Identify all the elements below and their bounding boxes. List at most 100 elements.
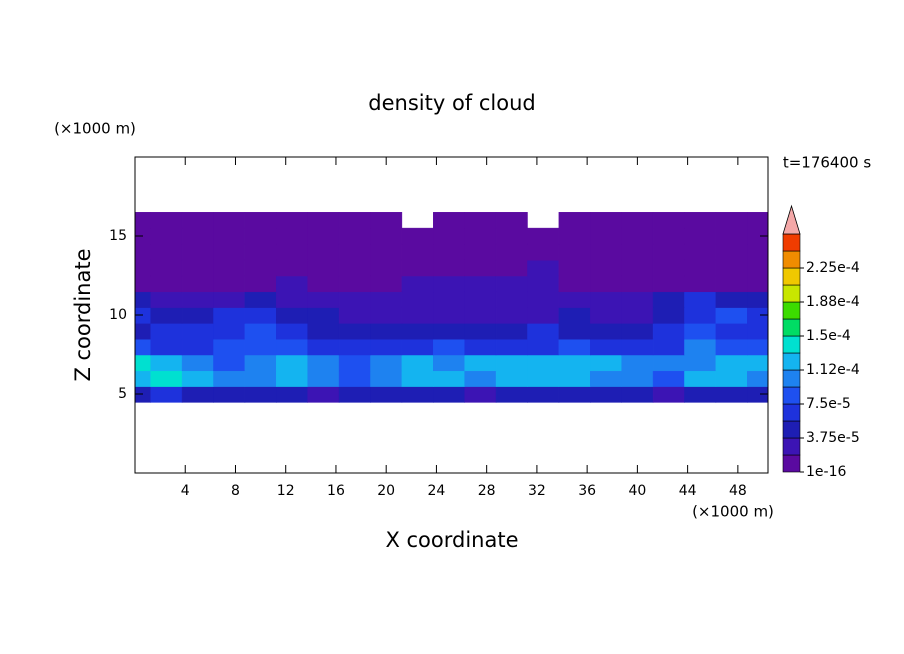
contour-cell bbox=[244, 322, 277, 340]
contour-cell bbox=[684, 259, 717, 277]
contour-cell bbox=[307, 306, 340, 324]
contour-cell bbox=[652, 243, 685, 261]
contour-cell bbox=[401, 227, 434, 245]
contour-cell bbox=[621, 354, 654, 372]
contour-cell bbox=[307, 338, 340, 356]
contour-cell bbox=[213, 370, 246, 387]
contour-cell bbox=[181, 306, 214, 324]
contour-cell bbox=[370, 243, 403, 261]
contour-cell bbox=[747, 291, 769, 308]
contour-cell bbox=[558, 370, 591, 387]
contour-cell bbox=[276, 275, 308, 293]
contour-cell bbox=[621, 385, 654, 403]
x-axis-label: X coordinate bbox=[385, 528, 518, 552]
contour-cell bbox=[715, 291, 748, 308]
contour-cell bbox=[621, 306, 654, 324]
contour-cell bbox=[464, 370, 497, 387]
contour-cell bbox=[684, 354, 717, 372]
contour-cell bbox=[370, 275, 403, 293]
contour-cell bbox=[621, 227, 654, 245]
contour-cell bbox=[213, 385, 246, 403]
contour-cell bbox=[652, 259, 685, 277]
contour-cell bbox=[495, 370, 528, 387]
contour-cell bbox=[558, 306, 591, 324]
contour-cell bbox=[150, 259, 183, 277]
y-tick-label: 10 bbox=[109, 307, 127, 323]
contour-cell bbox=[338, 227, 371, 245]
contour-cell bbox=[558, 322, 591, 340]
contour-cell bbox=[150, 227, 183, 245]
x-tick-label: 36 bbox=[578, 483, 596, 499]
contour-cell bbox=[244, 259, 277, 277]
contour-cell bbox=[134, 322, 151, 340]
contour-cell bbox=[715, 212, 748, 229]
contour-cell bbox=[621, 275, 654, 293]
contour-cell bbox=[433, 338, 465, 356]
contour-cell bbox=[401, 259, 434, 277]
contour-cell bbox=[621, 291, 654, 308]
colorbar-box bbox=[782, 301, 801, 320]
contour-cell bbox=[213, 354, 246, 372]
contour-cell bbox=[590, 275, 622, 293]
colorbar-box bbox=[782, 284, 801, 303]
contour-cell bbox=[338, 259, 371, 277]
contour-cell bbox=[276, 227, 308, 245]
contour-cell bbox=[213, 322, 246, 340]
contour-cell bbox=[401, 354, 434, 372]
colorbar-box bbox=[782, 352, 801, 371]
time-label: t=176400 s bbox=[783, 154, 871, 172]
contour-cell bbox=[684, 306, 717, 324]
x-tick-label: 8 bbox=[231, 483, 240, 499]
contour-cell bbox=[684, 227, 717, 245]
contour-cell bbox=[244, 227, 277, 245]
chart-title: density of cloud bbox=[368, 91, 535, 115]
contour-cell bbox=[590, 385, 622, 403]
contour-cell bbox=[150, 212, 183, 229]
x-units: (×1000 m) bbox=[692, 503, 774, 521]
contour-cell bbox=[370, 354, 403, 372]
contour-cell bbox=[464, 322, 497, 340]
contour-cell bbox=[276, 354, 308, 372]
colorbar-box bbox=[782, 233, 801, 252]
colorbar-box bbox=[782, 386, 801, 405]
contour-cell bbox=[307, 354, 340, 372]
contour-cell bbox=[747, 322, 769, 340]
contour-cell bbox=[338, 291, 371, 308]
contour-cell bbox=[307, 385, 340, 403]
x-tick-label: 4 bbox=[181, 483, 190, 499]
contour-cell bbox=[433, 385, 465, 403]
contour-cell bbox=[715, 354, 748, 372]
contour-cell bbox=[338, 338, 371, 356]
contour-cell bbox=[590, 212, 622, 229]
contour-cell bbox=[276, 338, 308, 356]
contour-cell bbox=[621, 370, 654, 387]
contour-cell bbox=[401, 306, 434, 324]
contour-cell bbox=[464, 291, 497, 308]
contour-cell bbox=[433, 259, 465, 277]
x-tick-label: 40 bbox=[628, 483, 646, 499]
contour-cell bbox=[495, 291, 528, 308]
contour-cell bbox=[370, 291, 403, 308]
contour-cell bbox=[433, 354, 465, 372]
contour-cell bbox=[715, 259, 748, 277]
contour-cell bbox=[181, 243, 214, 261]
contour-cell bbox=[370, 212, 403, 229]
contour-cell bbox=[244, 212, 277, 229]
contour-cell bbox=[464, 243, 497, 261]
contour-cell bbox=[134, 291, 151, 308]
contour-cell bbox=[134, 243, 151, 261]
contour-cell bbox=[464, 227, 497, 245]
contour-cell bbox=[527, 275, 560, 293]
contour-cell bbox=[527, 306, 560, 324]
contour-cell bbox=[338, 385, 371, 403]
contour-cell bbox=[150, 385, 183, 403]
contour-cell bbox=[652, 385, 685, 403]
contour-cell bbox=[590, 338, 622, 356]
contour-cell bbox=[684, 243, 717, 261]
contour-cell bbox=[433, 370, 465, 387]
contour-cell bbox=[652, 212, 685, 229]
contour-cell bbox=[307, 291, 340, 308]
contour-cell bbox=[495, 227, 528, 245]
colorbar-label: 1.88e-4 bbox=[806, 294, 860, 310]
contour-cell bbox=[590, 370, 622, 387]
